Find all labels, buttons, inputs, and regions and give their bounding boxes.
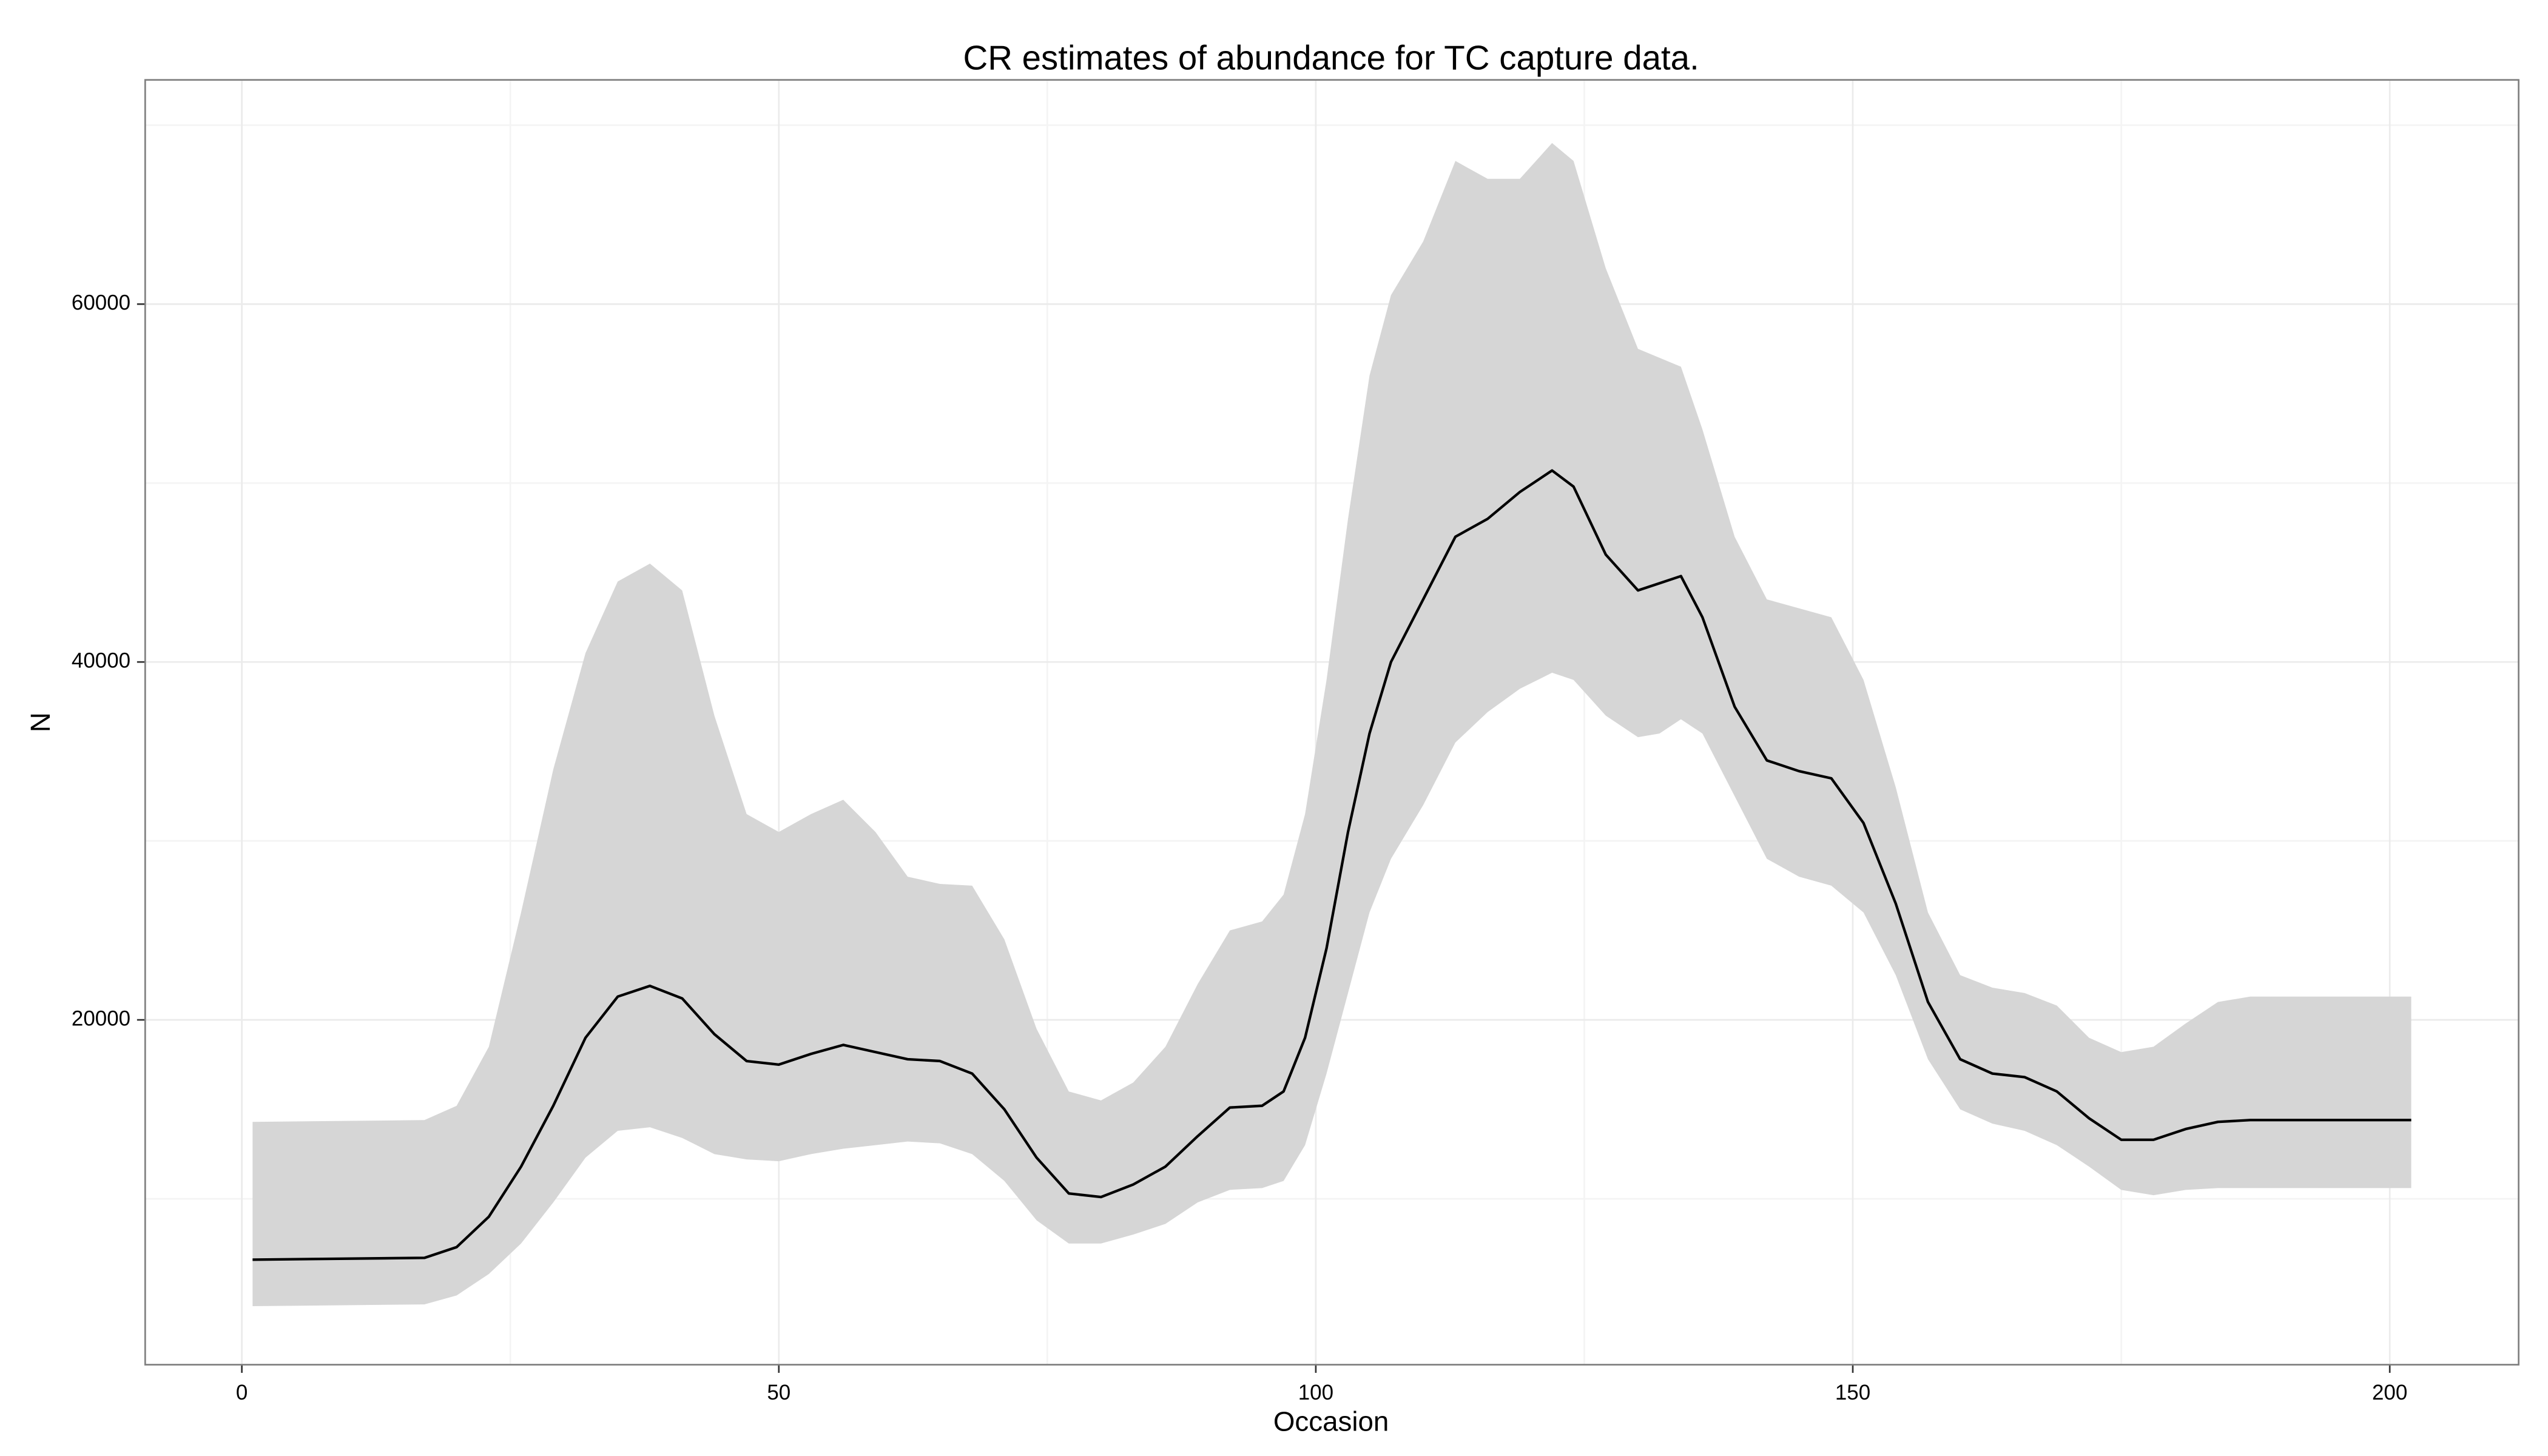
y-axis-title: N — [25, 712, 56, 732]
panel-border — [144, 79, 2519, 1366]
x-tick-label: 100 — [1298, 1381, 1333, 1404]
x-tick-label: 50 — [767, 1381, 790, 1404]
x-tick-label: 0 — [236, 1381, 248, 1404]
line — [252, 469, 2412, 1261]
y-tick-label: 60000 — [72, 291, 130, 315]
confidence-band — [252, 143, 2412, 1307]
chart-title: CR estimates of abundance for TC capture… — [963, 38, 1699, 76]
x-tick-label: 200 — [2372, 1381, 2407, 1404]
x-axis-title: Occasion — [1273, 1406, 1389, 1437]
x-tick-label: 150 — [1835, 1381, 1870, 1404]
y-tick-label: 20000 — [72, 1006, 130, 1030]
y-tick-label: 40000 — [72, 649, 130, 672]
